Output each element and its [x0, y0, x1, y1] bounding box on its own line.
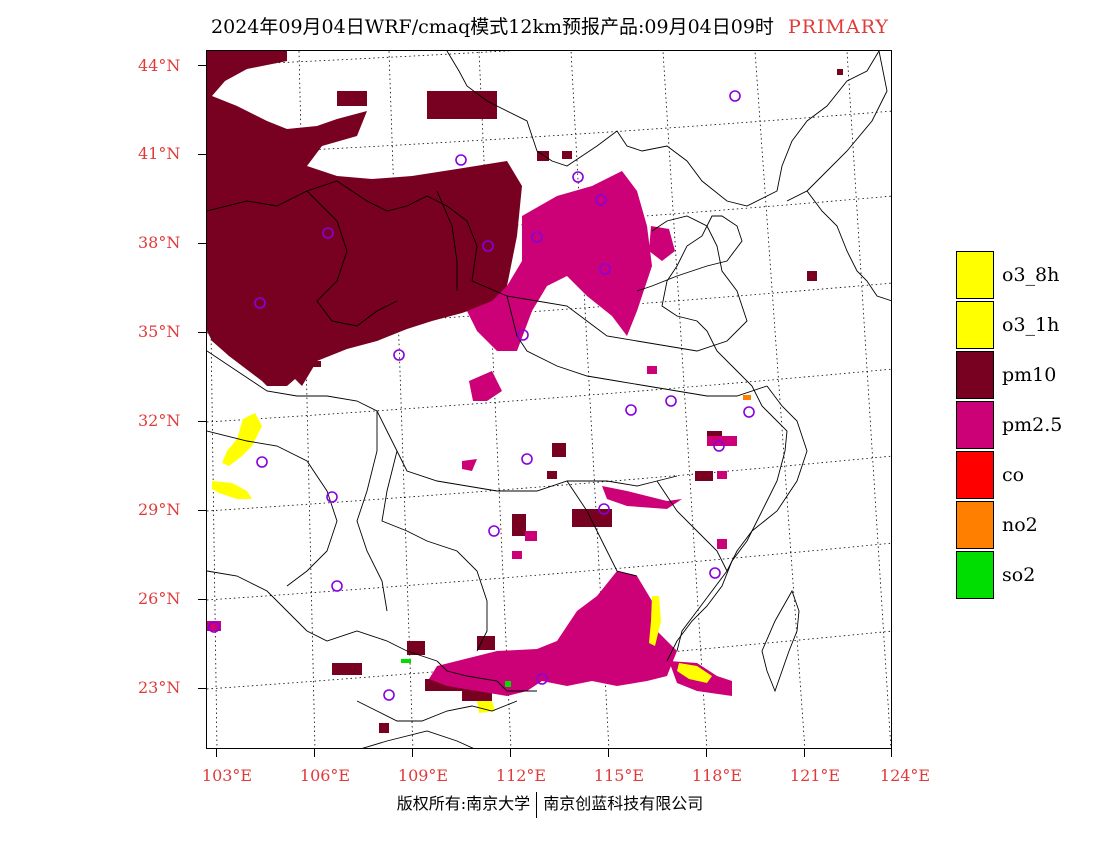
map-canvas: [207, 51, 891, 748]
legend-label: pm10: [1002, 364, 1057, 386]
footer-divider: [536, 791, 538, 818]
lon-label-112: 112°E: [495, 766, 547, 785]
legend-item-no2: no2: [956, 500, 1062, 550]
lon-label-115: 115°E: [593, 766, 645, 785]
legend-label: o3_8h: [1002, 264, 1060, 286]
copyright-footer: 版权所有:南京大学 南京创蓝科技有限公司: [0, 790, 1100, 818]
lat-label-44: 44°N: [138, 56, 181, 75]
pollutant-legend: o3_8h o3_1h pm10 pm2.5 co no2 so2: [956, 250, 1062, 600]
copyright-company: 南京创蓝科技有限公司: [543, 794, 704, 813]
no2-patch: [743, 395, 751, 400]
lat-label-38: 38°N: [138, 233, 181, 252]
lon-label-106: 106°E: [299, 766, 351, 785]
so2-patch-2: [505, 681, 511, 687]
lat-label-32: 32°N: [138, 411, 181, 430]
legend-swatch: [956, 351, 994, 399]
lat-label-26: 26°N: [138, 589, 181, 608]
province-borders: [207, 51, 888, 748]
legend-swatch: [956, 551, 994, 599]
lat-label-35: 35°N: [138, 322, 181, 341]
station-markers: [208, 90, 755, 701]
lon-label-118: 118°E: [691, 766, 743, 785]
legend-swatch: [956, 401, 994, 449]
forecast-map[interactable]: [206, 50, 892, 749]
copyright-owner: 版权所有:南京大学: [396, 794, 531, 813]
legend-item-pm10: pm10: [956, 350, 1062, 400]
legend-label: pm2.5: [1002, 414, 1063, 436]
legend-item-o3-8h: o3_8h: [956, 250, 1062, 300]
lon-label-109: 109°E: [397, 766, 449, 785]
title-tag: PRIMARY: [787, 16, 889, 38]
legend-swatch: [956, 451, 994, 499]
legend-item-so2: so2: [956, 550, 1062, 600]
legend-swatch: [956, 251, 994, 299]
lon-label-124: 124°E: [879, 766, 931, 785]
so2-patch: [401, 659, 411, 663]
legend-swatch: [956, 301, 994, 349]
coastline: [636, 190, 891, 693]
title-text: 2024年09月04日WRF/cmaq模式12km预报产品:09月04日09时: [211, 16, 774, 38]
legend-item-co: co: [956, 450, 1062, 500]
lat-label-23: 23°N: [138, 678, 181, 697]
legend-item-o3-1h: o3_1h: [956, 300, 1062, 350]
legend-label: so2: [1002, 564, 1036, 586]
legend-label: o3_1h: [1002, 314, 1060, 336]
lon-label-121: 121°E: [789, 766, 841, 785]
pm25-area: [207, 171, 737, 696]
legend-label: co: [1002, 464, 1025, 486]
legend-item-pm25: pm2.5: [956, 400, 1062, 450]
lat-label-29: 29°N: [138, 500, 181, 519]
lon-label-103: 103°E: [201, 766, 253, 785]
lat-label-41: 41°N: [138, 144, 181, 163]
map-title: 2024年09月04日WRF/cmaq模式12km预报产品:09月04日09时 P…: [0, 12, 1100, 39]
legend-label: no2: [1002, 514, 1038, 536]
legend-swatch: [956, 501, 994, 549]
